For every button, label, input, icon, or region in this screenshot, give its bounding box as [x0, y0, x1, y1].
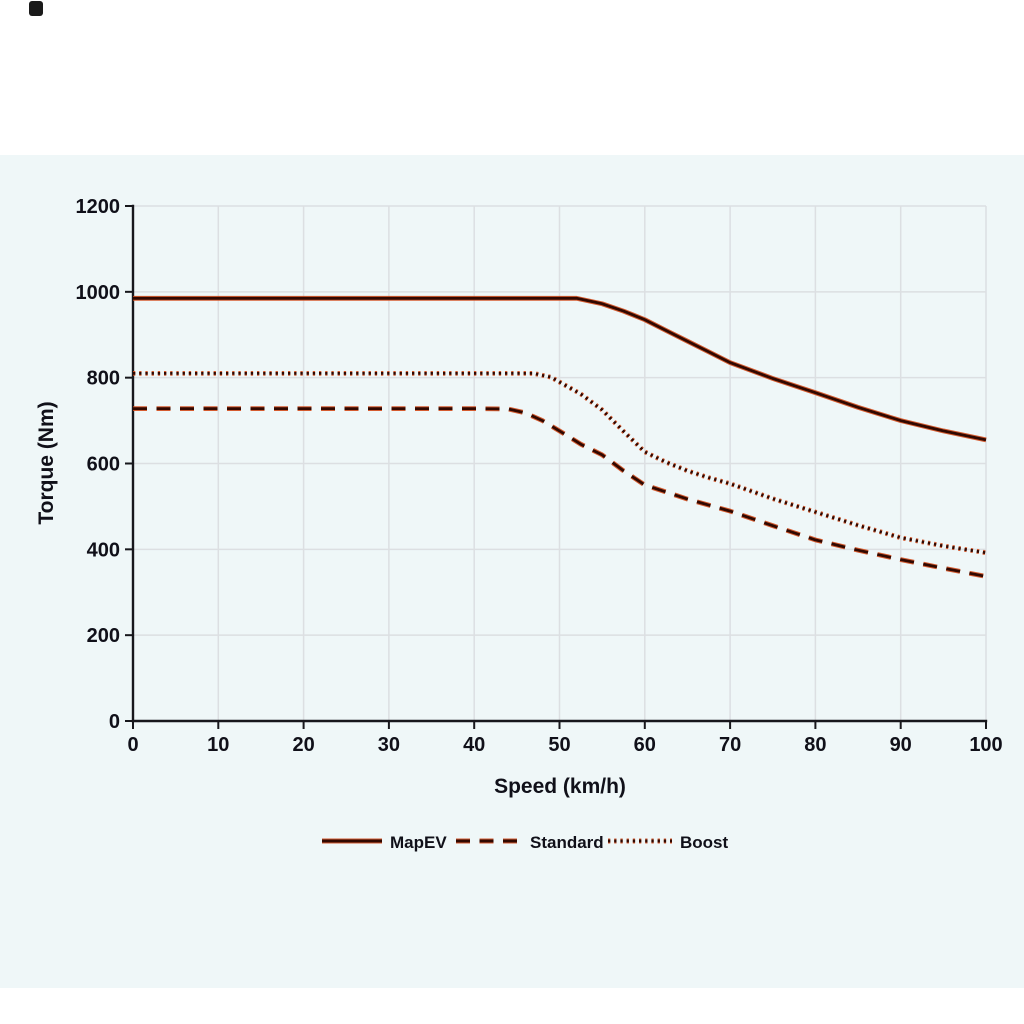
y-tick-labels: 0 200 400 600 800 1000 1200 — [76, 196, 121, 733]
y-tick-label-800: 800 — [87, 368, 120, 390]
tick-marks — [125, 205, 987, 729]
y-tick-label-0: 0 — [109, 711, 120, 733]
legend-label-standard: Standard — [530, 833, 604, 852]
x-tick-label-40: 40 — [463, 734, 485, 756]
chart-panel — [0, 155, 1024, 988]
series-line-boost — [133, 372, 987, 555]
x-tick-label-100: 100 — [969, 734, 1002, 756]
x-tick-label-50: 50 — [548, 734, 570, 756]
x-tick-label-10: 10 — [207, 734, 229, 756]
x-tick-labels: 0 10 20 30 40 50 60 70 80 90 100 — [127, 734, 1002, 756]
legend-label-mapev: MapEV — [390, 833, 447, 852]
legend-item-boost: Boost — [608, 833, 729, 852]
top-left-artifact — [29, 1, 43, 16]
legend-item-standard: Standard — [456, 833, 604, 852]
series-line-standard — [133, 407, 987, 578]
x-tick-label-30: 30 — [378, 734, 400, 756]
x-tick-label-60: 60 — [634, 734, 656, 756]
y-axis-label: Torque (Nm) — [35, 401, 58, 524]
x-tick-label-70: 70 — [719, 734, 741, 756]
y-tick-label-600: 600 — [87, 454, 120, 476]
x-tick-label-80: 80 — [804, 734, 826, 756]
y-tick-label-200: 200 — [87, 625, 120, 647]
y-tick-label-1200: 1200 — [76, 196, 121, 218]
y-tick-label-1000: 1000 — [76, 282, 121, 304]
series-line-mapev — [133, 296, 987, 442]
y-tick-label-400: 400 — [87, 539, 120, 561]
series-lines — [133, 295, 987, 579]
x-tick-label-90: 90 — [890, 734, 912, 756]
x-tick-label-20: 20 — [292, 734, 314, 756]
legend-item-mapev: MapEV — [322, 833, 447, 852]
legend: MapEV Standard Boost — [322, 833, 729, 852]
x-tick-label-0: 0 — [127, 734, 138, 756]
legend-label-boost: Boost — [680, 833, 729, 852]
x-axis-label: Speed (km/h) — [494, 775, 626, 798]
